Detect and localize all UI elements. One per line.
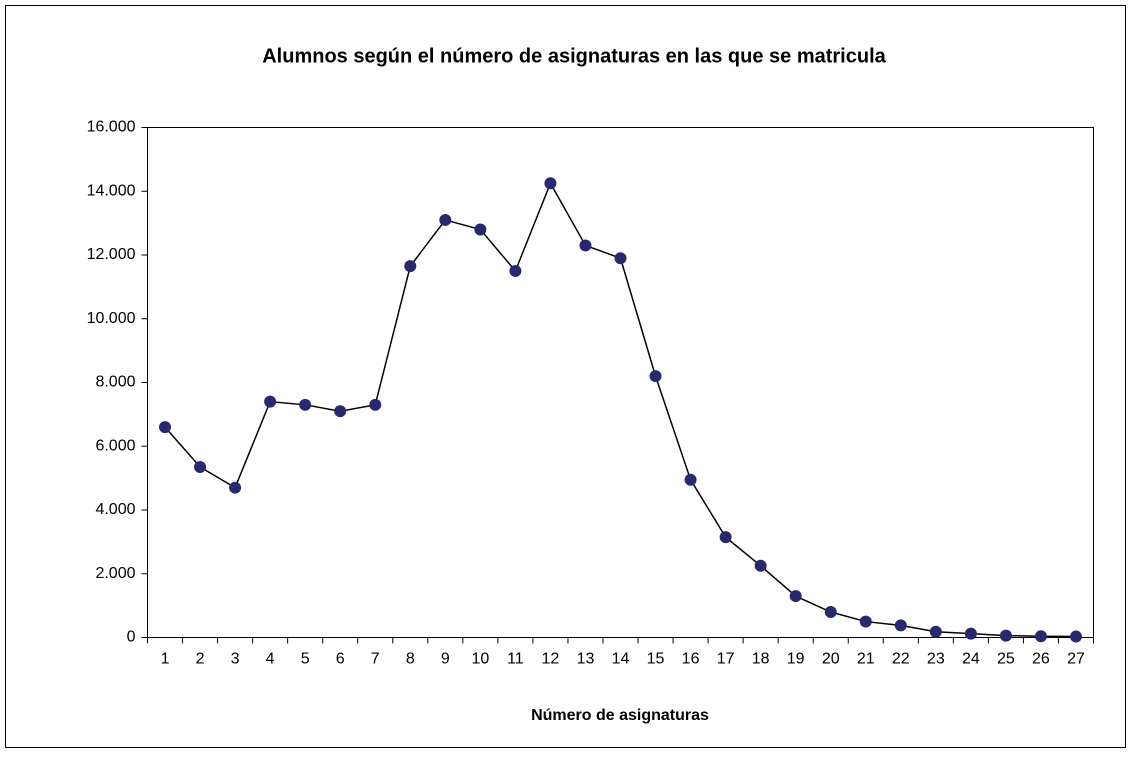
data-point (684, 473, 697, 486)
x-tick-label: 25 (997, 651, 1015, 668)
data-point (159, 421, 172, 434)
x-tick-label: 3 (231, 651, 240, 668)
data-point (544, 177, 557, 190)
y-tick-label: 12.000 (87, 246, 136, 263)
x-tick-label: 16 (682, 651, 700, 668)
x-tick-label: 17 (717, 651, 735, 668)
y-tick-label: 0 (127, 629, 136, 646)
x-tick-label: 19 (787, 651, 805, 668)
x-tick-label: 27 (1067, 651, 1085, 668)
x-tick-label: 15 (647, 651, 665, 668)
y-tick-label: 6.000 (95, 437, 135, 454)
data-point (509, 264, 522, 277)
data-point (719, 531, 732, 544)
data-point (754, 559, 767, 572)
data-point (404, 260, 417, 273)
data-point (579, 239, 592, 252)
chart-frame (5, 5, 1126, 748)
data-point (1069, 630, 1082, 643)
x-tick-label: 5 (301, 651, 310, 668)
x-axis-label: Número de asignaturas (531, 707, 709, 724)
data-point (999, 629, 1012, 642)
chart-title: Alumnos según el número de asignaturas e… (262, 45, 886, 67)
data-point (1034, 630, 1047, 643)
data-point (299, 398, 312, 411)
data-point (859, 615, 872, 628)
data-point (894, 619, 907, 632)
x-tick-label: 13 (577, 651, 595, 668)
data-point (649, 370, 662, 383)
data-point (474, 223, 487, 236)
y-tick-label: 8.000 (95, 374, 135, 391)
data-point (439, 213, 452, 226)
x-tick-label: 24 (962, 651, 980, 668)
x-tick-label: 4 (266, 651, 275, 668)
data-point (369, 398, 382, 411)
data-point (929, 625, 942, 638)
x-tick-label: 20 (822, 651, 840, 668)
data-point (789, 590, 802, 603)
x-tick-label: 10 (471, 651, 489, 668)
x-tick-label: 18 (752, 651, 770, 668)
data-point (824, 606, 837, 618)
y-tick-label: 14.000 (87, 182, 136, 199)
x-tick-label: 9 (441, 651, 450, 668)
x-tick-label: 7 (371, 651, 380, 668)
y-tick-label: 16.000 (87, 119, 136, 136)
x-tick-label: 8 (406, 651, 415, 668)
data-point (614, 252, 627, 265)
x-tick-label: 12 (542, 651, 560, 668)
y-tick-label: 4.000 (95, 501, 135, 518)
data-point (964, 627, 977, 640)
x-tick-label: 2 (196, 651, 205, 668)
x-tick-label: 1 (161, 651, 170, 668)
data-point (264, 395, 277, 408)
x-tick-label: 22 (892, 651, 910, 668)
x-tick-label: 11 (507, 651, 524, 668)
x-tick-label: 21 (857, 651, 875, 668)
data-point (334, 405, 347, 418)
y-tick-label: 2.000 (95, 565, 135, 582)
data-point (194, 460, 207, 473)
data-point (229, 481, 242, 494)
x-tick-label: 26 (1032, 651, 1050, 668)
x-tick-label: 23 (927, 651, 945, 668)
x-tick-label: 14 (612, 651, 630, 668)
x-tick-label: 6 (336, 651, 345, 668)
y-tick-label: 10.000 (87, 310, 136, 327)
